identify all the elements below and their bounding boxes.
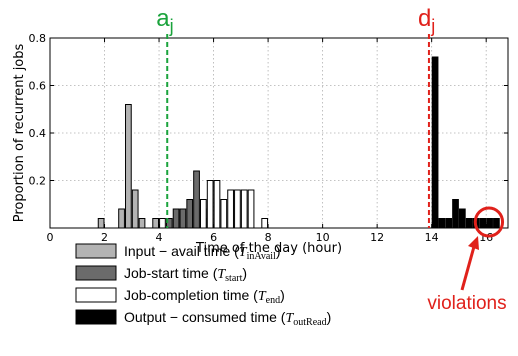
bar-series1-2 (179, 208, 187, 229)
bar-series2-5 (227, 189, 234, 229)
x-tick-label-2: 4 (156, 231, 163, 244)
bar-series0-3 (131, 189, 139, 229)
legend-label-3: Output − consumed time (ToutRead) (124, 309, 331, 328)
bar-series0-1 (118, 208, 125, 229)
bar-series3-2 (445, 218, 453, 229)
bar-series2-9 (261, 218, 269, 229)
x-tick-label-1: 2 (101, 231, 108, 244)
bar-series2-6 (234, 189, 241, 229)
violations-arrowhead (468, 236, 479, 250)
y-axis-title: Proportion of recurrent jobs (12, 43, 27, 222)
bar-series3-0 (431, 56, 439, 229)
bar-series3-8 (486, 218, 493, 229)
y-tick-label-1: 0.4 (29, 127, 47, 140)
bar-series0-5 (152, 218, 160, 229)
bar-series1-3 (186, 199, 194, 229)
bar-series2-8 (247, 189, 255, 229)
aj-label: aj (156, 5, 173, 36)
x-tick-label-5: 10 (316, 231, 330, 244)
y-tick-label-3: 0.8 (29, 32, 47, 45)
bar-series2-3 (213, 180, 221, 229)
x-tick-label-7: 14 (425, 231, 439, 244)
bar-series2-1 (199, 199, 207, 229)
y-tick-label-0: 0.2 (29, 175, 47, 188)
dj-label: dj (418, 5, 435, 36)
bar-series2-2 (206, 180, 214, 229)
legend-swatch-3 (75, 309, 117, 325)
bar-series3-1 (438, 218, 446, 229)
legend-swatch-1 (75, 265, 117, 281)
violations-circle (473, 206, 505, 238)
x-tick-label-0: 0 (47, 231, 54, 244)
legend-swatch-0 (75, 243, 117, 259)
legend-label-2: Job-completion time (Tend) (124, 287, 285, 306)
bar-series3-7 (479, 218, 487, 229)
bar-series3-5 (465, 218, 473, 229)
x-tick-label-6: 12 (370, 231, 384, 244)
violations-label: violations (427, 293, 506, 314)
y-tick-label-2: 0.6 (29, 80, 47, 93)
legend-label-0: Input − avail time (TinAvail) (124, 243, 281, 262)
bar-series3-9 (493, 218, 500, 229)
bar-series2-0 (159, 218, 166, 229)
x-axis-title: Time of the day (hour) (195, 241, 342, 256)
x-tick-label-4: 8 (265, 231, 272, 244)
bar-series0-4 (138, 218, 146, 229)
violations-arrow (460, 242, 477, 291)
legend-label-1: Job-start time (Tstart) (124, 265, 247, 284)
bar-series3-4 (458, 208, 466, 229)
bar-series3-3 (452, 199, 459, 229)
legend-swatch-2 (75, 287, 117, 303)
bar-series1-1 (172, 208, 180, 229)
bar-series1-4 (193, 170, 200, 229)
bar-series2-7 (240, 189, 248, 229)
bar-series2-4 (220, 199, 228, 229)
legend: Input − avail time (TinAvail) Job-start t… (75, 243, 331, 328)
bar-series0-2 (125, 104, 132, 229)
bar-series0-0 (97, 218, 105, 229)
x-tick-label-3: 6 (210, 231, 217, 244)
